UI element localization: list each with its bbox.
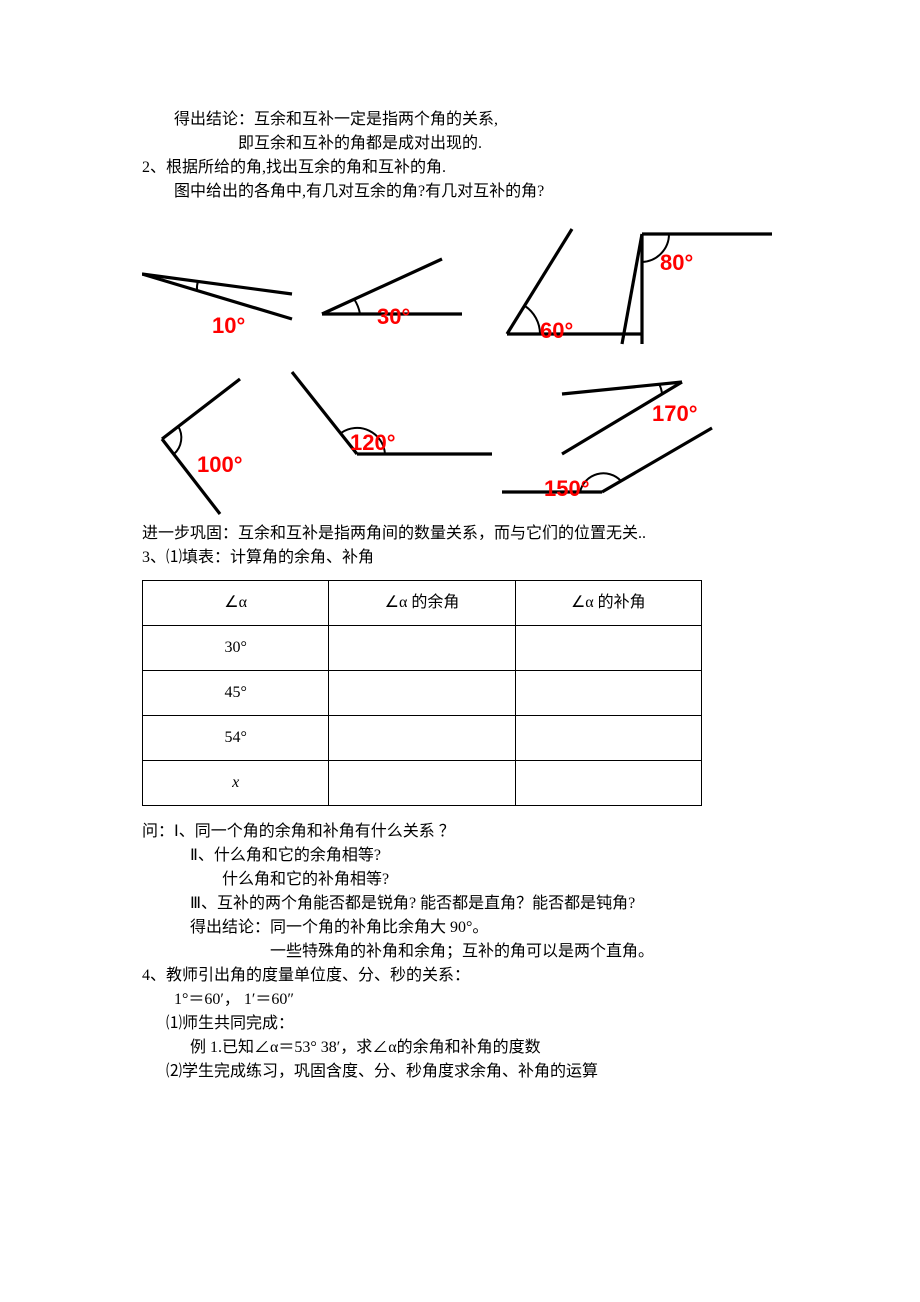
- cell: [515, 671, 701, 716]
- q4-s2: ⑵学生完成练习，巩固含度、分、秒角度求余角、补角的运算: [142, 1060, 790, 1084]
- th-alpha: ∠α: [143, 581, 329, 626]
- cell-30: 30°: [143, 626, 329, 671]
- q-III: Ⅲ、互补的两个角能否都是锐角? 能否都是直角？能否都是钝角?: [142, 892, 790, 916]
- conclusion-line-2: 即互余和互补的角都是成对出现的.: [142, 132, 790, 156]
- table-row: 54°: [143, 716, 702, 761]
- q-I: 问：Ⅰ、同一个角的余角和补角有什么关系 ？: [142, 820, 790, 844]
- q-II-a: Ⅱ、什么角和它的余角相等?: [142, 844, 790, 868]
- table-row: 45°: [143, 671, 702, 716]
- cell: [329, 716, 515, 761]
- angle-diagram: 10° 30° 60° 80° 100° 120° 150° 170°: [142, 214, 782, 516]
- question-block: 问：Ⅰ、同一个角的余角和补角有什么关系 ？ Ⅱ、什么角和它的余角相等? 什么角和…: [142, 820, 790, 964]
- cell: [329, 761, 515, 806]
- th-supplement: ∠α 的补角: [515, 581, 701, 626]
- th-complement: ∠α 的余角: [329, 581, 515, 626]
- angle-label-100: 100°: [197, 448, 243, 481]
- q4-relation: 1°＝60′， 1′＝60″: [142, 988, 790, 1012]
- angle-label-120: 120°: [350, 426, 396, 459]
- cell-x: x: [143, 761, 329, 806]
- cell: [515, 716, 701, 761]
- q4-lead: 4、教师引出角的度量单位度、分、秒的关系：: [142, 964, 790, 988]
- angle-label-80: 80°: [660, 246, 693, 279]
- angle-label-170: 170°: [652, 397, 698, 430]
- table-row: x: [143, 761, 702, 806]
- conclusion-line-1: 得出结论：互余和互补一定是指两个角的关系,: [142, 108, 790, 132]
- cell-45: 45°: [143, 671, 329, 716]
- q2-line-2: 图中给出的各角中,有几对互余的角?有几对互补的角?: [142, 180, 790, 204]
- q-II-b: 什么角和它的补角相等?: [142, 868, 790, 892]
- table-row: 30°: [143, 626, 702, 671]
- cell: [329, 626, 515, 671]
- q2-line-1: 2、根据所给的角,找出互余的角和互补的角.: [142, 156, 790, 180]
- q4-ex1: 例 1.已知∠α＝53° 38′，求∠α的余角和补角的度数: [142, 1036, 790, 1060]
- angle-label-10: 10°: [212, 309, 245, 342]
- angle-label-30: 30°: [377, 300, 410, 333]
- cell-54: 54°: [143, 716, 329, 761]
- q4-s1: ⑴师生共同完成：: [142, 1012, 790, 1036]
- cell: [515, 761, 701, 806]
- angle-label-60: 60°: [540, 314, 573, 347]
- cell: [515, 626, 701, 671]
- q-concl-2: 一些特殊角的补角和余角；互补的角可以是两个直角。: [142, 940, 790, 964]
- q3-lead: 3、⑴填表：计算角的余角、补角: [142, 546, 790, 570]
- table-header-row: ∠α ∠α 的余角 ∠α 的补角: [143, 581, 702, 626]
- after-diagram-text: 进一步巩固：互余和互补是指两角间的数量关系，而与它们的位置无关..: [142, 522, 790, 546]
- cell: [329, 671, 515, 716]
- q-concl-1: 得出结论：同一个角的补角比余角大 90°。: [142, 916, 790, 940]
- angle-label-150: 150°: [544, 472, 590, 505]
- angle-table: ∠α ∠α 的余角 ∠α 的补角 30° 45° 54° x: [142, 580, 702, 806]
